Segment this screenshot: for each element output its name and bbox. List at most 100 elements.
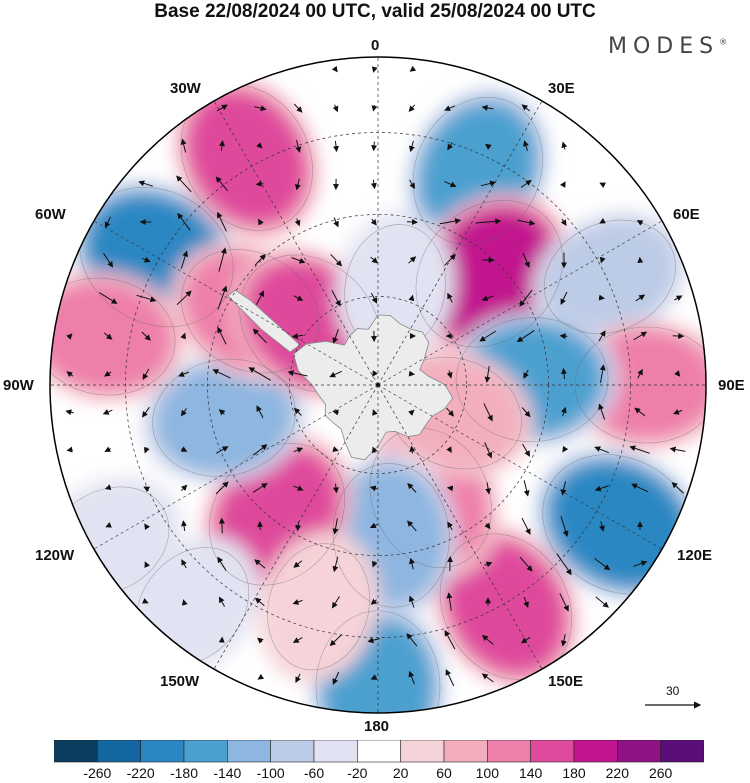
wind-vector [332,518,339,535]
wind-vector [255,290,265,305]
wind-vector [407,520,417,532]
colorbar-tick-label: 140 [518,765,543,781]
wind-vector [406,219,418,225]
colorbar-tick-label: 220 [605,765,629,781]
wind-vector [218,596,226,607]
wind-vector [138,180,153,187]
meridian-line [93,384,379,550]
wind-vector [216,104,228,112]
wind-vector [256,405,264,419]
wind-vector [598,330,606,342]
anomaly-level [156,363,292,473]
wind-vector [521,517,531,535]
wind-vector [408,670,415,685]
wind-vector [629,445,650,454]
longitude-label-120w: 120W [35,547,75,564]
wind-vector [99,292,118,304]
contour-line [455,317,609,442]
colorbar-swatch [660,740,704,763]
anomaly-cell [335,211,455,365]
wind-vector [599,364,606,383]
latitude-circle [289,296,467,474]
wind-vector [409,140,415,153]
wind-vector [444,181,457,188]
wind-vector [258,218,264,226]
wind-vector [523,480,530,497]
wind-vector [104,370,112,377]
wind-vector [104,484,112,491]
anomaly-level [188,91,306,224]
wind-vector [561,367,567,380]
wind-vector [293,447,304,453]
wind-vector [332,329,339,344]
longitude-label-150w: 150W [160,673,200,690]
wind-vector [521,407,531,418]
wind-vector [330,253,343,267]
wind-vector [483,403,493,422]
wind-vector [523,596,529,608]
colorbar-tick-label: -140 [213,765,242,781]
wind-vector [332,671,340,685]
wind-vector [674,295,683,302]
wind-vector [370,179,377,190]
wind-vector [176,175,192,193]
wind-vector [292,599,303,605]
wind-vector [520,636,531,644]
colorbar-swatch [400,740,445,763]
wind-vector [520,179,532,188]
wind-vector [595,596,609,608]
wind-vector [253,444,268,456]
wind-vector [329,634,342,647]
longitude-label-120e: 120E [677,547,713,564]
wind-vector [332,409,339,416]
wind-vector [519,289,533,307]
wind-vector [409,65,417,72]
wind-vector [332,446,339,452]
wind-vector [444,630,456,650]
wind-vector [332,556,339,573]
colorbar-tick-label: -100 [256,765,285,781]
anomaly-level [542,219,678,335]
colorbar-swatch [54,740,98,763]
reference-vector-label: 30 [666,684,680,698]
colorbar-tick-label: 60 [436,765,452,781]
longitude-label-60e: 60E [673,206,700,223]
wind-vector [293,560,303,568]
wind-vector [180,446,188,452]
wind-vector [181,559,187,569]
wind-vector [136,294,157,303]
contour-line [267,543,370,671]
wind-vector [669,446,686,453]
anomaly-level [258,530,379,683]
wind-vector [372,370,378,377]
wind-vector [445,669,455,687]
anomaly-cell [532,211,687,343]
wind-vector [333,217,339,228]
colorbar-tick-label: 180 [562,765,586,781]
contour-line [574,326,706,444]
wind-vector [371,446,378,454]
wind-vector [295,139,302,153]
wind-vector [295,521,302,532]
longitude-label-180: 180 [364,718,390,735]
map-boundary [49,56,707,714]
wind-vector [294,178,301,191]
wind-vector [481,673,494,683]
colorbar-swatch [227,740,271,763]
wind-vector [522,443,531,457]
wind-vector [671,482,685,494]
wind-vector [409,179,416,190]
wind-vector [180,408,187,417]
wind-vector [66,446,73,453]
colorbar-tick-label: 260 [648,765,673,781]
wind-vector [446,446,452,454]
wind-vector [295,673,301,683]
wind-vector [672,408,683,415]
longitude-label-150e: 150E [548,673,584,690]
wind-vector [102,409,113,415]
wind-vector [594,446,609,454]
wind-vector [635,294,646,302]
brand-logo: MODES® [608,34,727,59]
wind-vector [598,294,605,301]
wind-vector [446,485,454,492]
